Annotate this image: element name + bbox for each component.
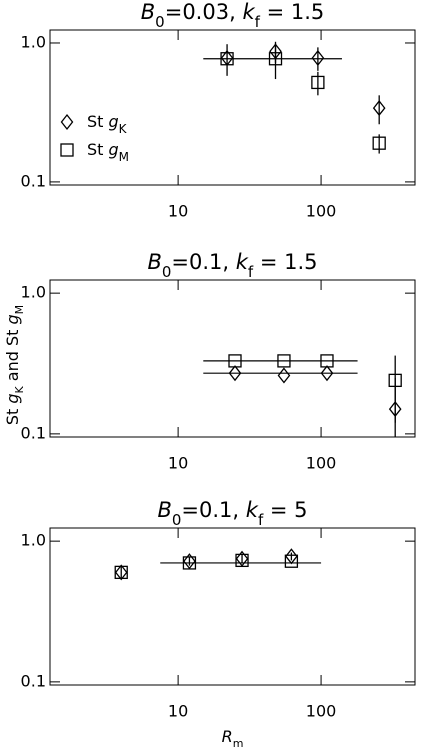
text-part: g bbox=[109, 140, 119, 159]
text-part: B bbox=[157, 498, 171, 522]
text-part: =0.1, bbox=[171, 250, 235, 274]
text-part: = 1.5 bbox=[260, 0, 324, 24]
data-point bbox=[235, 553, 249, 568]
plot-frame bbox=[49, 527, 416, 686]
data-point bbox=[114, 565, 128, 580]
y-tick-label: 1.0 bbox=[21, 531, 46, 550]
plot-frame bbox=[49, 279, 416, 438]
text-part: R bbox=[222, 727, 233, 746]
text-part: M bbox=[119, 150, 129, 164]
data-point bbox=[311, 75, 325, 90]
text-part: St bbox=[87, 140, 109, 159]
data-point bbox=[277, 367, 291, 384]
data-point bbox=[220, 52, 234, 66]
data-point bbox=[372, 100, 386, 117]
chart-title: B0=0.1, kf = 5 bbox=[157, 498, 307, 529]
data-point bbox=[228, 365, 242, 382]
data-point bbox=[228, 354, 242, 368]
data-point bbox=[320, 365, 334, 382]
text-part: 0 bbox=[172, 511, 182, 529]
data-point bbox=[320, 354, 334, 368]
data-point bbox=[284, 554, 299, 568]
x-tick-label: 10 bbox=[168, 454, 188, 473]
text-part: k bbox=[246, 498, 259, 522]
x-tick-label: 100 bbox=[306, 202, 337, 221]
text-part: =0.1, bbox=[181, 498, 245, 522]
text-part: St bbox=[87, 112, 109, 131]
data-point bbox=[235, 550, 249, 567]
text-part: = 5 bbox=[263, 498, 307, 522]
text-part: g bbox=[109, 112, 119, 131]
text-part: K bbox=[119, 122, 128, 136]
text-part: B bbox=[141, 0, 155, 24]
legend-marker bbox=[60, 143, 74, 157]
data-point bbox=[388, 373, 402, 388]
y-tick-label: 0.1 bbox=[21, 423, 46, 442]
data-point bbox=[277, 354, 291, 368]
data-point bbox=[183, 553, 196, 570]
x-tick-label: 10 bbox=[168, 202, 188, 221]
chart-title: B0=0.03, kf = 1.5 bbox=[141, 0, 324, 31]
legend-marker bbox=[60, 113, 74, 131]
data-point bbox=[285, 548, 298, 565]
legend-label: St gK bbox=[87, 112, 128, 136]
text-part: =0.03, bbox=[165, 0, 243, 24]
x-tick-label: 100 bbox=[306, 702, 337, 721]
data-point bbox=[311, 49, 325, 67]
data-point bbox=[268, 52, 283, 66]
text-part: m bbox=[233, 737, 244, 748]
text-part: f bbox=[255, 13, 261, 31]
text-part: f bbox=[258, 511, 264, 529]
x-tick-label: 100 bbox=[306, 454, 337, 473]
text-part: k bbox=[242, 0, 255, 24]
y-tick-label: 0.1 bbox=[21, 171, 46, 190]
text-part: M bbox=[13, 305, 26, 315]
x-axis-label: Rm bbox=[222, 727, 244, 748]
data-point bbox=[182, 556, 197, 570]
y-tick-label: 1.0 bbox=[21, 283, 46, 302]
plot-frame bbox=[49, 29, 416, 186]
data-point bbox=[114, 564, 128, 581]
data-point bbox=[372, 136, 386, 150]
text-part: 0 bbox=[162, 263, 172, 281]
text-part: St bbox=[3, 404, 22, 426]
text-part: = 1.5 bbox=[253, 250, 317, 274]
chart-title: B0=0.1, kf = 1.5 bbox=[147, 250, 317, 281]
text-part: k bbox=[236, 250, 249, 274]
x-tick-label: 10 bbox=[168, 702, 188, 721]
y-tick-label: 0.1 bbox=[21, 671, 46, 690]
text-part: B bbox=[147, 250, 161, 274]
text-part: g bbox=[3, 394, 22, 404]
text-part: St bbox=[3, 324, 22, 346]
y-axis-label: St gK and St gM bbox=[3, 305, 26, 425]
text-part: f bbox=[248, 263, 254, 281]
y-tick-label: 1.0 bbox=[21, 32, 46, 51]
text-part: K bbox=[13, 386, 26, 394]
legend-label: St gM bbox=[87, 140, 129, 164]
text-part: g bbox=[3, 314, 22, 324]
text-part: 0 bbox=[155, 13, 165, 31]
text-part: and bbox=[3, 346, 22, 386]
